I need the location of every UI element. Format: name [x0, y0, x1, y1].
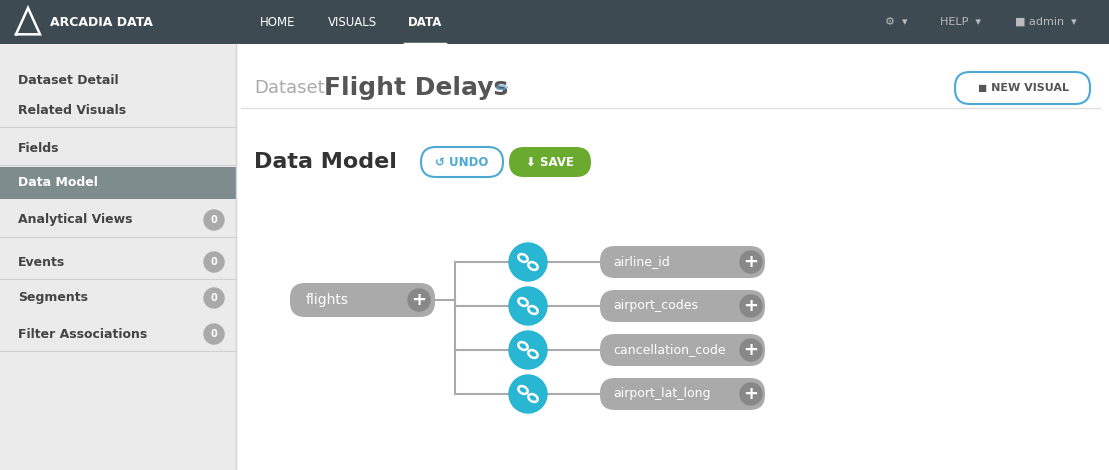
FancyBboxPatch shape [421, 147, 503, 177]
Text: ⬇ SAVE: ⬇ SAVE [526, 156, 574, 169]
Text: ↺ UNDO: ↺ UNDO [436, 156, 489, 169]
Text: airport_lat_long: airport_lat_long [613, 387, 711, 400]
Circle shape [204, 252, 224, 272]
Text: Flight Delays: Flight Delays [324, 76, 508, 100]
Text: Data Model: Data Model [18, 177, 98, 189]
Text: VISUALS: VISUALS [327, 16, 377, 29]
Text: Dataset Detail: Dataset Detail [18, 73, 119, 86]
Text: Fields: Fields [18, 141, 60, 155]
Text: flights: flights [306, 293, 349, 307]
Text: +: + [411, 291, 427, 309]
Text: +: + [743, 253, 759, 271]
Text: Segments: Segments [18, 291, 88, 305]
Circle shape [740, 383, 762, 405]
Circle shape [740, 339, 762, 361]
FancyBboxPatch shape [0, 167, 236, 199]
Circle shape [509, 243, 547, 281]
Text: 0: 0 [211, 215, 217, 225]
Circle shape [204, 288, 224, 308]
Text: Related Visuals: Related Visuals [18, 103, 126, 117]
Text: Events: Events [18, 256, 65, 268]
Text: Dataset:: Dataset: [254, 79, 330, 97]
FancyBboxPatch shape [600, 290, 765, 322]
Text: cancellation_code: cancellation_code [613, 344, 725, 357]
Text: +: + [743, 297, 759, 315]
FancyBboxPatch shape [955, 72, 1090, 104]
Text: +: + [743, 385, 759, 403]
Text: Analytical Views: Analytical Views [18, 213, 132, 227]
Circle shape [509, 375, 547, 413]
Text: ARCADIA DATA: ARCADIA DATA [50, 16, 153, 29]
Circle shape [509, 331, 547, 369]
Circle shape [204, 210, 224, 230]
Circle shape [740, 251, 762, 273]
Text: ✏: ✏ [496, 80, 509, 95]
Text: airport_codes: airport_codes [613, 299, 698, 313]
Text: HELP  ▾: HELP ▾ [940, 17, 981, 27]
FancyBboxPatch shape [600, 246, 765, 278]
FancyBboxPatch shape [509, 147, 591, 177]
FancyBboxPatch shape [600, 378, 765, 410]
Text: HOME: HOME [261, 16, 296, 29]
Text: ⚙  ▾: ⚙ ▾ [885, 17, 907, 27]
FancyBboxPatch shape [289, 283, 435, 317]
FancyBboxPatch shape [0, 0, 1109, 44]
Text: +: + [743, 341, 759, 359]
Text: ■ admin  ▾: ■ admin ▾ [1015, 17, 1077, 27]
Circle shape [509, 287, 547, 325]
Circle shape [740, 295, 762, 317]
Text: airline_id: airline_id [613, 256, 670, 268]
FancyBboxPatch shape [236, 44, 1109, 470]
FancyBboxPatch shape [0, 44, 236, 470]
Text: 0: 0 [211, 257, 217, 267]
Text: ◼ NEW VISUAL: ◼ NEW VISUAL [977, 83, 1068, 93]
Text: 0: 0 [211, 329, 217, 339]
Circle shape [408, 289, 430, 311]
Text: Filter Associations: Filter Associations [18, 328, 147, 340]
Text: 0: 0 [211, 293, 217, 303]
FancyBboxPatch shape [600, 334, 765, 366]
Text: Data Model: Data Model [254, 152, 397, 172]
Text: DATA: DATA [408, 16, 442, 29]
Circle shape [204, 324, 224, 344]
